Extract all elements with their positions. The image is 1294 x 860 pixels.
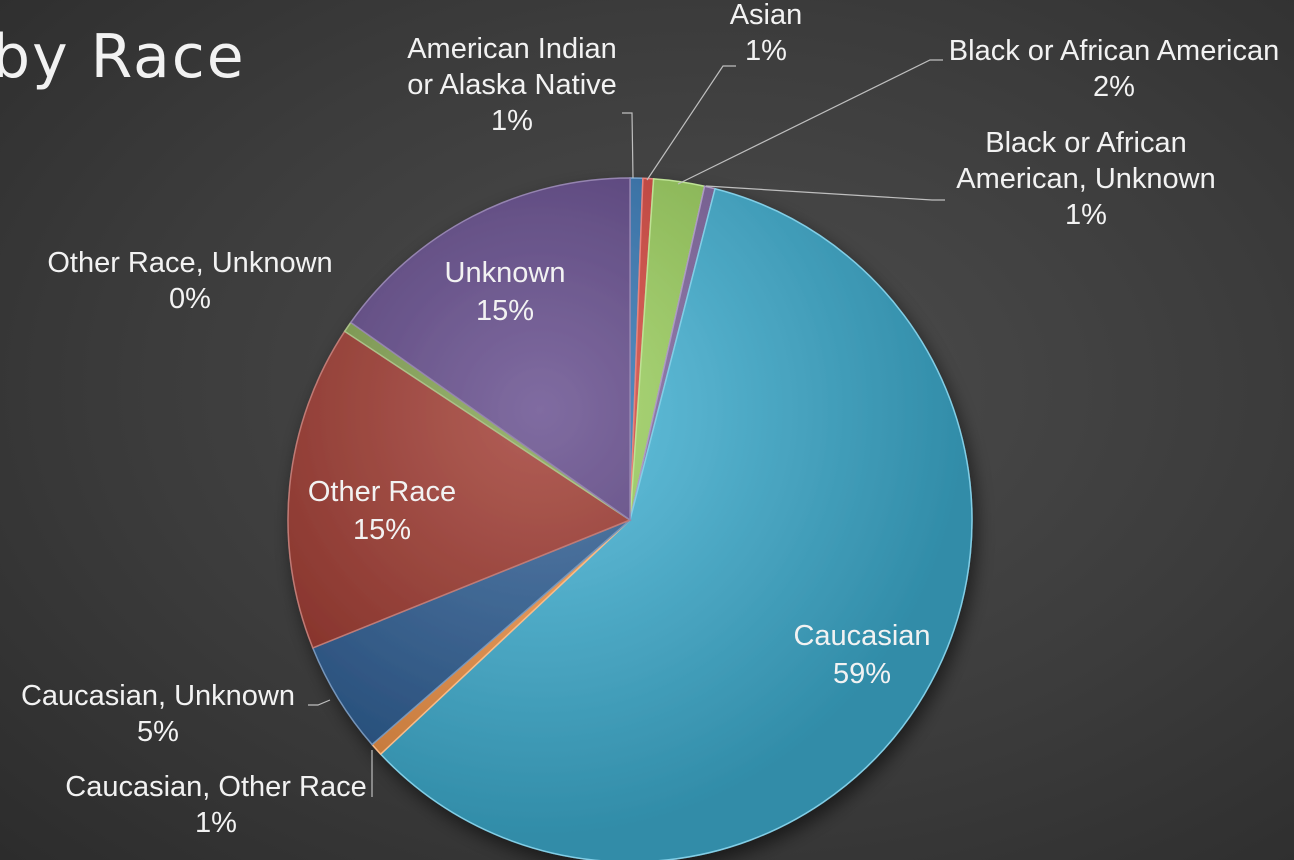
data-label-category: Caucasian [793, 620, 930, 652]
pie-slices [287, 177, 973, 860]
data-label-category: Black or African American [949, 35, 1279, 67]
data-label-caucasian-other-race: Caucasian, Other Race 1% [65, 771, 366, 839]
data-label-percent: 1% [195, 807, 237, 839]
data-label-other-race-unknown: Other Race, Unknown 0% [47, 247, 332, 315]
pie-slice-caucasian [379, 187, 973, 860]
data-labels: American Indian or Alaska Native 1% Asian 1%… [21, 0, 1279, 839]
data-label-percent: 15% [353, 514, 411, 546]
data-label-category: Caucasian, Other Race [65, 771, 366, 803]
slide-title: by Race [0, 22, 246, 92]
data-label-black-or-african-american-unknown: Black or African American, Unknown 1% [956, 127, 1216, 231]
data-label-category: Asian [730, 0, 803, 31]
data-label-unknown: Unknown 15% [445, 257, 566, 327]
leader-line-asian [646, 65, 736, 181]
data-label-percent: 0% [169, 283, 211, 315]
data-label-category: Other Race [308, 476, 456, 508]
pie-slice-unknown [349, 177, 631, 522]
data-label-asian: Asian 1% [730, 0, 803, 67]
leader-line-black-or-african-american-unknown [705, 185, 945, 201]
data-label-percent: 15% [476, 295, 534, 327]
data-label-caucasian-unknown: Caucasian, Unknown 5% [21, 680, 295, 748]
data-label-category: Black or African [985, 127, 1186, 159]
data-label-caucasian: Caucasian 59% [793, 620, 930, 690]
data-label-category: or Alaska Native [407, 69, 617, 101]
data-label-percent: 2% [1093, 71, 1135, 103]
data-label-category: Other Race, Unknown [47, 247, 332, 279]
data-label-other-race: Other Race 15% [308, 476, 456, 546]
data-label-american-indian-or-alaska-native: American Indian or Alaska Native 1% [407, 33, 617, 137]
data-label-black-or-african-american: Black or African American 2% [949, 35, 1279, 103]
pie-slice-other-race [287, 330, 632, 649]
data-label-percent: 1% [1065, 199, 1107, 231]
data-label-percent: 1% [745, 35, 787, 67]
data-label-category: American Indian [407, 33, 617, 65]
data-label-percent: 5% [137, 716, 179, 748]
data-label-percent: 59% [833, 658, 891, 690]
data-label-category: Caucasian, Unknown [21, 680, 295, 712]
leader-line-american-indian-or-alaska-native [622, 112, 634, 179]
data-label-category: American, Unknown [956, 163, 1216, 195]
data-label-category: Unknown [445, 257, 566, 289]
data-label-percent: 1% [491, 105, 533, 137]
leader-line-black-or-african-american [677, 59, 943, 185]
leader-line-caucasian-unknown [308, 699, 331, 706]
